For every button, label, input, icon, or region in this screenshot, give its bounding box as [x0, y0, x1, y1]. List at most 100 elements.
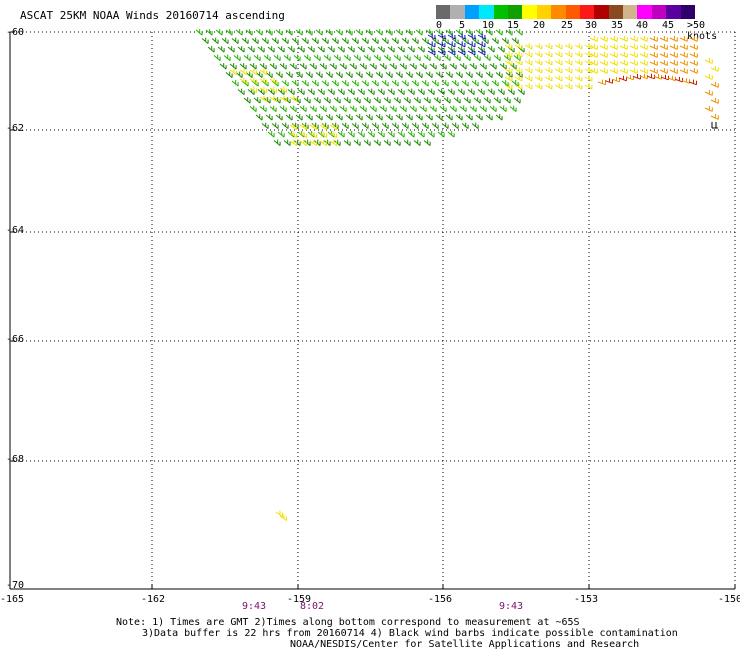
wind-barb [433, 54, 441, 61]
wind-barb [215, 29, 223, 36]
wind-barb [681, 78, 690, 84]
wind-barb [281, 80, 289, 87]
wind-barb [473, 97, 481, 104]
wind-barb [487, 46, 495, 53]
wind-barb [534, 75, 543, 82]
wind-barb [599, 68, 608, 74]
wind-barb [589, 68, 598, 74]
wind-barb [301, 80, 309, 87]
wind-barb [261, 122, 269, 129]
wind-barb [534, 67, 543, 74]
wind-barb [275, 71, 283, 78]
wind-barb [391, 80, 399, 87]
wind-barb [421, 37, 429, 44]
wind-barb [297, 46, 305, 53]
wind-barb [487, 88, 495, 95]
wind-barb [397, 131, 405, 138]
wind-barb [461, 80, 469, 87]
wind-barb [477, 33, 486, 40]
wind-barb [481, 37, 489, 44]
wind-barb [355, 114, 363, 121]
pass-time-3: 9:43 [499, 601, 524, 612]
wind-barb [249, 77, 258, 85]
wind-barb [329, 123, 338, 131]
wind-barb [267, 131, 275, 138]
wind-barb [619, 60, 628, 66]
wind-barb [371, 37, 379, 44]
wind-barb [373, 54, 381, 61]
wind-barb [441, 80, 449, 87]
contaminated-wind-barb [711, 122, 718, 129]
wind-barb [534, 43, 543, 50]
wind-barb [427, 49, 436, 56]
wind-barb [391, 37, 399, 44]
wind-barb [564, 75, 573, 82]
wind-barb [501, 37, 509, 44]
wind-barb [267, 88, 275, 95]
wind-barb [669, 60, 678, 66]
wind-barb [443, 54, 451, 61]
legend-color-cell [493, 5, 508, 19]
wind-barb [439, 105, 447, 112]
wind-barb [377, 131, 385, 138]
wind-barb [659, 52, 668, 58]
wind-barb [544, 43, 553, 50]
wind-barb [313, 54, 321, 61]
wind-barb [584, 75, 593, 82]
wind-barb [229, 68, 238, 76]
wind-barb [479, 105, 487, 112]
wind-barb [584, 83, 593, 90]
wind-barb [689, 44, 698, 50]
wind-barb [283, 54, 291, 61]
legend-color-cell [522, 5, 537, 19]
wind-barb [451, 122, 459, 129]
wind-barb [253, 97, 261, 104]
wind-barb [271, 122, 279, 129]
wind-barb [629, 68, 638, 74]
wind-barb [475, 71, 483, 78]
wind-barb [524, 67, 533, 74]
wind-barb [277, 131, 285, 138]
legend-color-cell [623, 5, 638, 19]
wind-barb [335, 29, 343, 36]
wind-barb [337, 46, 345, 53]
wind-barb [293, 54, 301, 61]
wind-barb [387, 88, 395, 95]
wind-barb [369, 63, 377, 70]
wind-barb [277, 46, 285, 53]
wind-barb [471, 80, 479, 87]
wind-barb [195, 29, 203, 36]
wind-barb [507, 88, 515, 95]
wind-barb [514, 43, 523, 50]
wind-barb [467, 88, 475, 95]
wind-barb [401, 37, 409, 44]
wind-barb [435, 114, 443, 121]
wind-barb [363, 54, 371, 61]
wind-barb [427, 33, 436, 40]
wind-barb [544, 59, 553, 66]
legend-color-cell [551, 5, 566, 19]
legend-label-35: 35 [611, 20, 624, 31]
wind-barb [524, 51, 533, 58]
wind-barb [387, 131, 395, 138]
wind-barb [497, 46, 505, 53]
wind-barb [289, 139, 298, 147]
wind-barb [544, 51, 553, 58]
legend-color-cell [680, 5, 696, 19]
wind-barb [639, 52, 648, 58]
wind-barb [393, 54, 401, 61]
wind-barb [413, 139, 421, 146]
wind-barb [249, 68, 258, 76]
wind-barb [467, 49, 476, 56]
wind-barb [333, 97, 341, 104]
wind-barb [309, 105, 317, 112]
wind-barb [245, 29, 253, 36]
wind-speed-legend [436, 5, 696, 19]
wind-barb [534, 83, 543, 90]
wind-barb [325, 29, 333, 36]
wind-barb [618, 75, 627, 82]
wind-barb [459, 105, 467, 112]
legend-label-10: 10 [482, 20, 495, 31]
wind-barb [357, 46, 365, 53]
wind-barb [241, 37, 249, 44]
